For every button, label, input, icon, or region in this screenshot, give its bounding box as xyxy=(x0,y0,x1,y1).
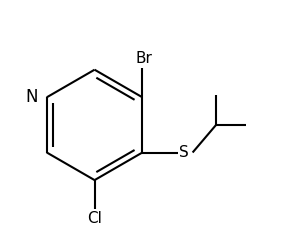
Text: S: S xyxy=(179,145,189,160)
Text: Cl: Cl xyxy=(87,211,102,226)
Text: N: N xyxy=(25,88,38,106)
Text: Br: Br xyxy=(135,51,152,66)
